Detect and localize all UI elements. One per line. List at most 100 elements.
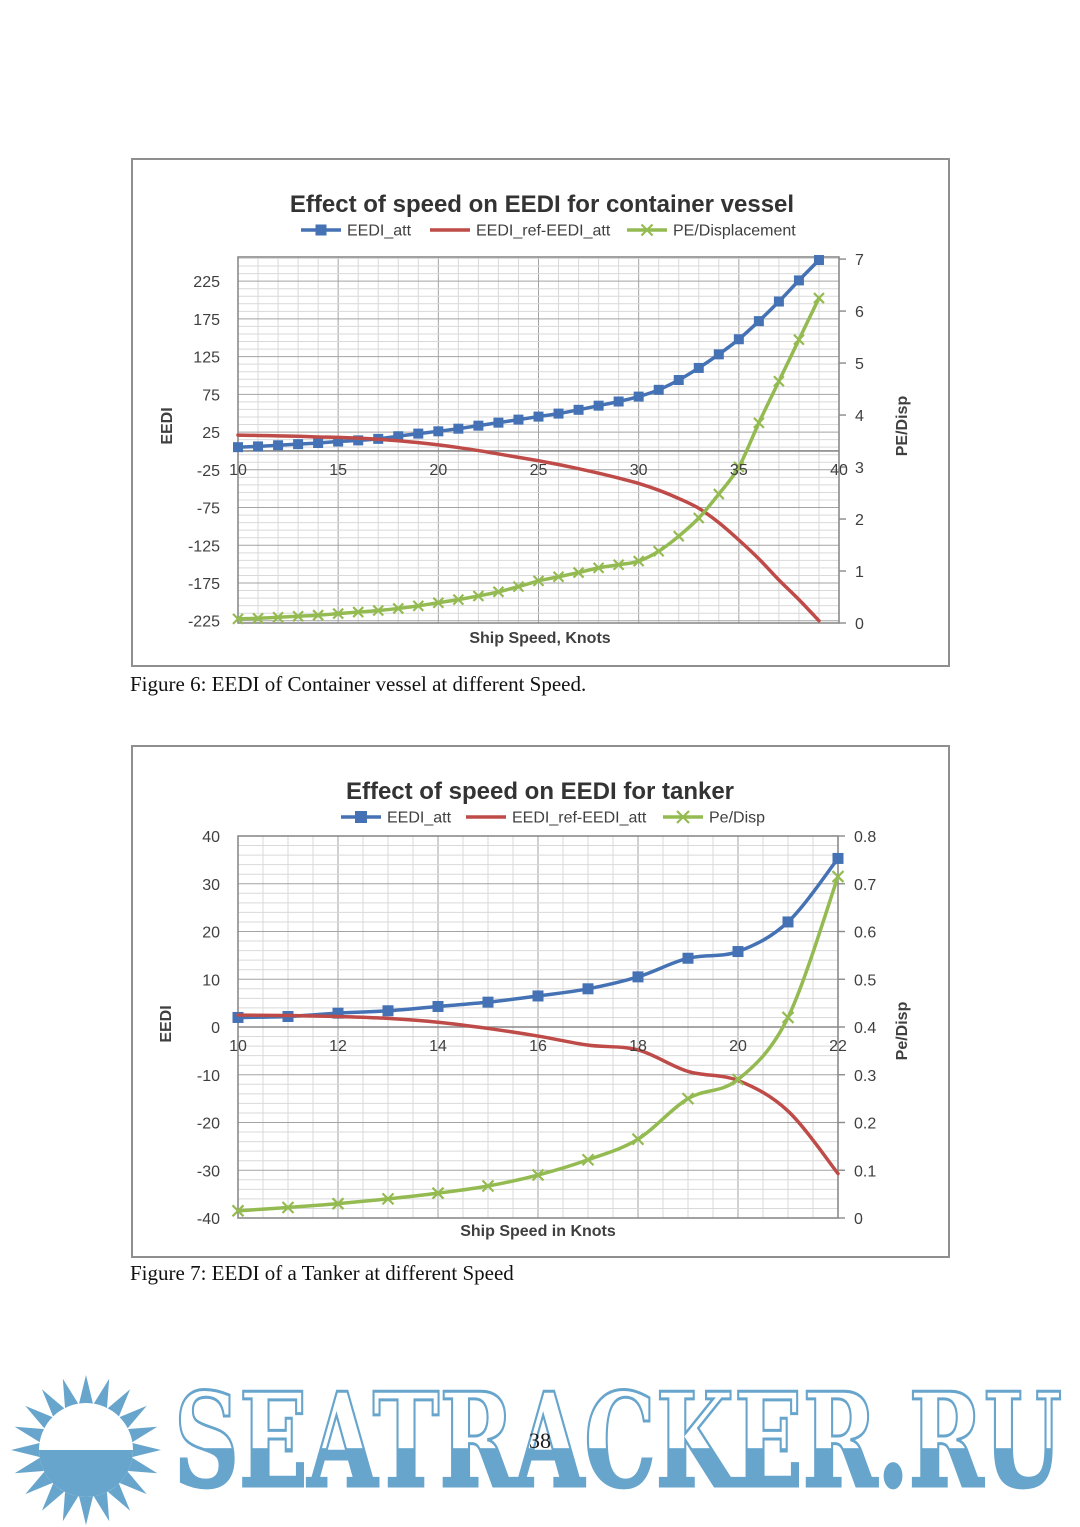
figure-7-chart-frame: 40 30 20 10 0 -10 -20 -30 -40 0.8 0.7 0.6 0.5 0.4 0.3 0… xyxy=(131,745,950,1258)
chart-title: Effect of speed on EEDI for tanker xyxy=(346,778,734,805)
left-axis-tick-label: -40 xyxy=(197,1211,220,1228)
x-marker xyxy=(831,870,845,883)
x-axis-tick-label: 20 xyxy=(729,1038,747,1055)
x-axis-tick-label: 10 xyxy=(229,462,247,479)
x-marker xyxy=(531,1168,545,1182)
left-axis-tick-label: -10 xyxy=(197,1068,220,1085)
x-marker xyxy=(412,600,425,612)
x-marker xyxy=(713,488,725,500)
square-marker xyxy=(613,396,624,407)
square-marker xyxy=(353,435,364,446)
square-marker xyxy=(253,441,264,452)
x-marker xyxy=(813,292,825,304)
square-marker xyxy=(732,946,744,958)
series-line-Pe/Disp xyxy=(236,874,840,1213)
x-axis-tick-label: 22 xyxy=(829,1038,847,1055)
x-axis-tick-label: 40 xyxy=(830,462,848,479)
square-marker xyxy=(293,439,304,450)
square-marker xyxy=(233,442,243,453)
square-marker xyxy=(573,404,584,415)
x-marker xyxy=(392,602,405,615)
right-axis-title: Pe/Disp xyxy=(894,1001,911,1060)
x-marker xyxy=(512,580,525,593)
x-marker xyxy=(572,566,585,579)
legend-label: EEDI_att xyxy=(347,223,412,240)
square-marker xyxy=(332,1007,344,1019)
square-marker xyxy=(355,811,367,823)
square-marker xyxy=(693,362,704,373)
x-marker xyxy=(652,545,665,558)
x-marker xyxy=(312,609,324,621)
legend-label: PE/Displacement xyxy=(673,223,796,240)
x-axis-tick-label: 14 xyxy=(429,1038,447,1055)
right-axis-tick-label: 0.1 xyxy=(854,1163,876,1180)
square-marker xyxy=(313,438,324,449)
x-marker xyxy=(631,1132,645,1146)
square-marker xyxy=(532,990,544,1002)
left-axis-tick-label: 0 xyxy=(211,1020,220,1037)
square-marker xyxy=(553,408,564,419)
right-axis-tick-label: 6 xyxy=(855,304,864,321)
x-marker xyxy=(232,613,244,625)
right-axis-tick-label: 3 xyxy=(855,460,864,477)
square-marker xyxy=(733,334,744,345)
square-marker xyxy=(713,349,724,360)
left-axis-tick-label: 175 xyxy=(193,312,220,329)
series-line-EEDI_ref-EEDI_att xyxy=(236,433,821,623)
square-marker xyxy=(753,316,764,327)
left-axis-title: EEDI xyxy=(159,407,176,444)
square-marker xyxy=(633,391,644,402)
square-marker xyxy=(682,952,694,964)
page-number: 38 xyxy=(529,1428,551,1453)
watermark-text-graphic: SEATRACKER.RU xyxy=(173,1382,1064,1507)
square-marker xyxy=(433,426,444,437)
left-axis-title: EEDI xyxy=(158,1005,175,1042)
left-axis-tick-label: 225 xyxy=(193,274,220,291)
container-vessel-chart: 2251751257525-25-75-125-175-225765432101… xyxy=(159,191,911,647)
x-marker xyxy=(733,461,745,473)
x-axis-tick-label: 30 xyxy=(630,462,648,479)
figure-6-chart-frame: 225 175 125 75 25 -25 -75 -125 -175 -225 7 6 5 4 3 2 1 0 1… xyxy=(131,158,950,667)
square-marker xyxy=(482,996,494,1008)
left-axis-tick-label: -25 xyxy=(197,463,220,480)
x-marker xyxy=(481,1179,495,1193)
square-marker xyxy=(513,414,524,425)
legend-label: EEDI_ref-EEDI_att xyxy=(512,810,647,827)
x-marker xyxy=(676,810,690,824)
x-marker xyxy=(372,604,385,617)
plot-border xyxy=(237,256,840,624)
right-axis-tick-label: 0 xyxy=(854,1211,863,1228)
left-axis-tick-label: -125 xyxy=(188,538,220,555)
figure-6-caption: Figure 6: EEDI of Container vessel at di… xyxy=(130,672,587,696)
x-axis-title: Ship Speed, Knots xyxy=(469,630,610,647)
square-marker xyxy=(793,275,804,286)
square-marker xyxy=(453,423,464,434)
x-marker xyxy=(592,562,605,574)
x-marker xyxy=(331,1197,345,1210)
square-marker xyxy=(832,852,844,864)
x-marker xyxy=(492,586,505,598)
x-marker xyxy=(552,570,565,583)
right-axis-tick-label: 0.5 xyxy=(854,972,876,989)
x-axis-tick-label: 12 xyxy=(329,1038,347,1055)
right-axis-tick-label: 0.8 xyxy=(854,829,876,846)
right-axis-title: PE/Disp xyxy=(894,396,911,457)
square-marker xyxy=(432,1000,444,1012)
right-axis-tick-label: 4 xyxy=(855,408,864,425)
x-marker xyxy=(332,607,344,620)
legend-label: EEDI_att xyxy=(387,810,452,827)
x-axis-tick-label: 35 xyxy=(730,462,748,479)
x-marker xyxy=(781,1011,795,1024)
right-axis-tick-label: 0 xyxy=(855,616,864,633)
square-marker xyxy=(782,916,794,928)
left-axis-tick-label: -20 xyxy=(197,1116,220,1133)
x-marker xyxy=(640,223,654,237)
x-marker xyxy=(352,606,364,618)
left-axis-tick-label: 25 xyxy=(202,425,220,442)
right-axis-tick-label: 0.4 xyxy=(854,1020,876,1037)
right-axis-tick-label: 7 xyxy=(855,252,864,269)
figure-7-caption: Figure 7: EEDI of a Tanker at different … xyxy=(130,1261,514,1285)
x-axis-tick-label: 15 xyxy=(329,462,347,479)
x-marker xyxy=(381,1192,395,1206)
